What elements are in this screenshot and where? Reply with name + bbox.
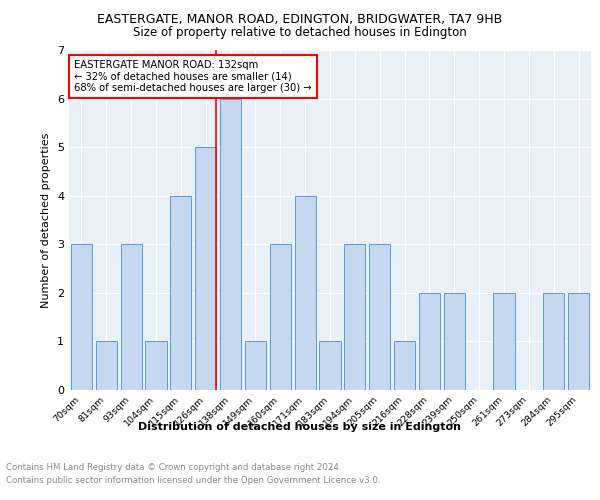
Text: EASTERGATE, MANOR ROAD, EDINGTON, BRIDGWATER, TA7 9HB: EASTERGATE, MANOR ROAD, EDINGTON, BRIDGW… bbox=[97, 12, 503, 26]
Bar bbox=[543, 293, 564, 390]
Bar bbox=[71, 244, 92, 390]
Bar bbox=[145, 342, 167, 390]
Bar bbox=[319, 342, 341, 390]
Text: Contains HM Land Registry data © Crown copyright and database right 2024.: Contains HM Land Registry data © Crown c… bbox=[6, 462, 341, 471]
Bar bbox=[444, 293, 465, 390]
Text: Size of property relative to detached houses in Edington: Size of property relative to detached ho… bbox=[133, 26, 467, 39]
Text: Distribution of detached houses by size in Edington: Distribution of detached houses by size … bbox=[139, 422, 461, 432]
Text: EASTERGATE MANOR ROAD: 132sqm
← 32% of detached houses are smaller (14)
68% of s: EASTERGATE MANOR ROAD: 132sqm ← 32% of d… bbox=[74, 60, 312, 94]
Bar bbox=[270, 244, 291, 390]
Bar bbox=[493, 293, 515, 390]
Bar bbox=[344, 244, 365, 390]
Bar bbox=[295, 196, 316, 390]
Y-axis label: Number of detached properties: Number of detached properties bbox=[41, 132, 52, 308]
Text: Contains public sector information licensed under the Open Government Licence v3: Contains public sector information licen… bbox=[6, 476, 380, 485]
Bar bbox=[195, 147, 216, 390]
Bar bbox=[394, 342, 415, 390]
Bar bbox=[419, 293, 440, 390]
Bar bbox=[121, 244, 142, 390]
Bar bbox=[568, 293, 589, 390]
Bar bbox=[245, 342, 266, 390]
Bar bbox=[96, 342, 117, 390]
Bar bbox=[170, 196, 191, 390]
Bar bbox=[369, 244, 390, 390]
Bar bbox=[220, 98, 241, 390]
